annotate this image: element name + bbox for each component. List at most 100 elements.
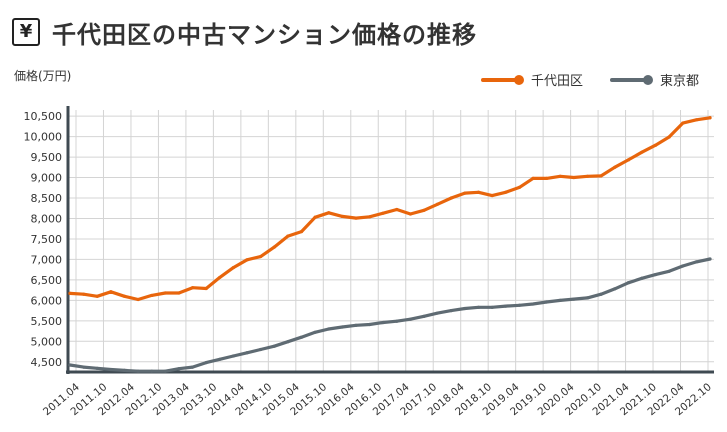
data-point <box>231 354 236 358</box>
data-point <box>245 258 249 262</box>
data-point <box>436 311 440 315</box>
data-point <box>504 304 508 308</box>
data-point <box>231 266 236 270</box>
legend-marker <box>643 75 653 85</box>
data-point <box>613 287 617 291</box>
data-point <box>299 229 304 234</box>
data-point <box>163 291 167 295</box>
data-point <box>558 298 562 302</box>
data-point <box>681 264 685 268</box>
data-point <box>667 269 671 273</box>
data-point <box>408 212 413 216</box>
data-point <box>259 254 263 259</box>
data-point <box>626 281 630 285</box>
legend-marker <box>514 75 524 85</box>
data-point <box>381 211 385 215</box>
data-point <box>150 369 154 373</box>
data-point <box>68 291 72 295</box>
data-point <box>613 165 617 169</box>
data-point <box>395 319 399 323</box>
y-tick-label: 9,500 <box>31 151 63 164</box>
data-point <box>313 215 317 219</box>
data-point <box>190 286 195 290</box>
data-point <box>204 286 208 291</box>
data-point <box>585 174 590 178</box>
data-point <box>585 296 590 300</box>
y-tick-label: 4,500 <box>31 356 63 369</box>
y-tick-label: 9,000 <box>31 172 63 185</box>
data-point <box>449 308 453 313</box>
data-point <box>653 272 658 277</box>
data-point <box>177 367 181 371</box>
data-point <box>136 369 140 373</box>
data-point <box>327 211 331 215</box>
title-row: ¥ 千代田区の中古マンション価格の推移 <box>12 8 477 56</box>
y-tick-label: 5,500 <box>31 315 63 328</box>
data-point <box>95 366 99 370</box>
data-point <box>572 297 576 301</box>
data-point <box>109 290 113 294</box>
data-point <box>313 330 317 334</box>
data-point <box>272 245 276 249</box>
data-point <box>449 196 453 200</box>
data-point <box>694 118 698 122</box>
data-point <box>694 260 698 264</box>
data-point <box>504 190 508 194</box>
y-tick-label: 8,000 <box>31 212 63 225</box>
data-point <box>544 176 549 180</box>
data-point <box>95 294 99 298</box>
data-point <box>531 176 535 180</box>
data-point <box>340 325 344 329</box>
data-point <box>667 135 671 139</box>
data-point <box>408 317 413 321</box>
data-point <box>653 143 658 147</box>
legend-label: 千代田区 <box>531 74 583 89</box>
data-point <box>354 323 358 327</box>
data-point <box>82 292 86 296</box>
y-tick-label: 10,500 <box>24 110 63 123</box>
data-point <box>517 185 521 189</box>
data-point <box>259 347 263 352</box>
data-point <box>286 340 290 344</box>
data-point <box>190 365 195 369</box>
y-tick-label: 10,000 <box>24 131 63 144</box>
data-point <box>327 327 331 331</box>
data-point <box>395 207 399 212</box>
data-point <box>626 158 630 162</box>
yen-icon: ¥ <box>12 18 40 46</box>
legend-label: 東京都 <box>660 73 699 89</box>
data-point <box>299 335 304 339</box>
data-point <box>681 121 685 125</box>
data-point <box>640 276 644 280</box>
data-point <box>218 275 222 280</box>
y-tick-label: 6,500 <box>31 274 63 287</box>
data-point <box>463 306 467 311</box>
series-line-1 <box>68 257 712 373</box>
y-tick-label: 5,000 <box>31 335 63 348</box>
page-title: 千代田区の中古マンション価格の推移 <box>52 20 477 49</box>
data-point <box>122 294 127 298</box>
data-point <box>340 214 344 219</box>
data-point <box>286 234 290 238</box>
y-axis-label: 価格(万円) <box>14 68 71 83</box>
data-point <box>367 322 372 327</box>
data-point <box>136 297 140 302</box>
data-point <box>218 357 222 361</box>
data-point <box>422 314 426 318</box>
data-point <box>109 367 113 372</box>
data-point <box>640 150 644 154</box>
data-point <box>272 344 276 348</box>
y-tick-label: 7,500 <box>31 233 63 246</box>
data-point <box>476 305 481 309</box>
data-point <box>476 190 481 194</box>
data-point <box>517 303 521 307</box>
data-point <box>122 368 127 372</box>
data-point <box>463 191 467 195</box>
data-point <box>150 293 154 298</box>
data-point <box>544 300 549 304</box>
data-point <box>354 216 358 220</box>
data-point <box>436 202 440 206</box>
data-point <box>531 302 535 306</box>
data-point <box>490 305 494 309</box>
